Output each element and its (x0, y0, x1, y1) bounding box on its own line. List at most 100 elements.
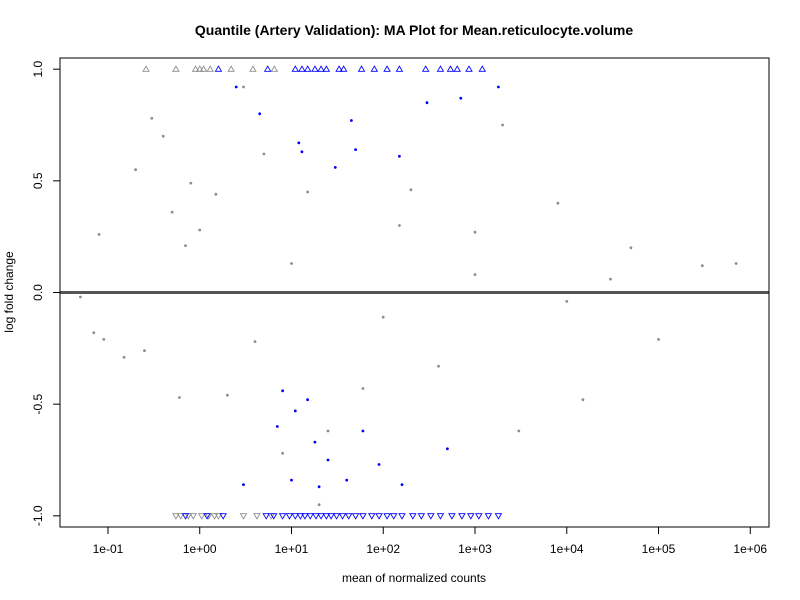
clipped-marker-triangle-up (436, 65, 445, 72)
y-tick-label: 1.0 (31, 61, 45, 78)
y-tick-label: -1.0 (31, 505, 45, 526)
data-point-significant (354, 148, 357, 152)
clipped-marker-triangle-down (312, 513, 320, 520)
clipped-marker-triangle-up (298, 65, 306, 72)
data-point-non-significant (361, 387, 365, 390)
x-tick-label: 1e+04 (550, 542, 584, 556)
clipped-marker-triangle-down (322, 513, 331, 520)
data-point-significant (459, 96, 463, 100)
data-point-significant (361, 429, 365, 433)
data-point-non-significant (170, 210, 174, 214)
data-point-non-significant (473, 230, 477, 234)
clipped-marker-triangle-up (263, 65, 272, 72)
x-tick-label: 1e-01 (93, 542, 124, 556)
data-point-significant (425, 101, 429, 105)
clipped-marker-triangle-up (270, 65, 279, 72)
clipped-marker-triangle-up (453, 65, 462, 72)
data-point-non-significant (253, 340, 257, 343)
data-point-non-significant (184, 244, 187, 248)
clipped-marker-triangle-up (291, 65, 300, 72)
clipped-marker-triangle-up (421, 65, 430, 72)
clipped-marker-triangle-down (458, 513, 466, 520)
data-point-non-significant (79, 295, 82, 299)
clipped-marker-triangle-down (367, 513, 376, 520)
clipped-marker-triangle-down (197, 513, 206, 520)
data-point-non-significant (92, 331, 96, 335)
clipped-marker-triangle-up (370, 65, 379, 72)
data-point-non-significant (198, 228, 202, 232)
clipped-marker-triangle-up (335, 65, 343, 72)
data-point-significant (275, 425, 279, 428)
y-tick-label: -0.5 (31, 394, 45, 415)
clipped-marker-triangle-down (375, 513, 383, 520)
data-point-significant (313, 440, 317, 444)
clipped-marker-triangle-down (338, 513, 347, 520)
clipped-marker-triangle-up (395, 65, 404, 72)
x-axis-label: mean of normalized counts (342, 571, 486, 585)
clipped-marker-triangle-down (409, 513, 417, 520)
clipped-marker-triangle-down (417, 513, 426, 520)
y-tick-label: 0.5 (31, 172, 45, 189)
data-point-non-significant (306, 190, 309, 194)
clipped-marker-triangle-down (172, 513, 180, 520)
data-point-significant (317, 485, 321, 489)
clipped-marker-triangle-up (339, 65, 348, 72)
clipped-marker-triangle-down (427, 513, 435, 520)
clipped-marker-triangle-up (191, 65, 200, 72)
data-point-non-significant (657, 338, 660, 341)
clipped-marker-triangle-up (311, 65, 319, 72)
clipped-markers (142, 65, 503, 520)
data-point-non-significant (317, 503, 321, 507)
data-point-non-significant (517, 429, 521, 433)
data-point-significant (446, 447, 449, 451)
clipped-marker-triangle-down (467, 513, 475, 520)
clipped-marker-triangle-down (301, 513, 309, 520)
clipped-marker-triangle-down (436, 513, 445, 520)
data-point-non-significant (143, 349, 146, 352)
clipped-marker-triangle-down (327, 513, 335, 520)
clipped-marker-triangle-down (383, 513, 391, 520)
clipped-marker-triangle-down (359, 513, 367, 520)
data-point-significant (400, 483, 404, 486)
clipped-marker-triangle-up (195, 65, 204, 72)
scatter-points (79, 85, 738, 507)
data-point-non-significant (609, 277, 612, 281)
x-axis: 1e-01 1e+00 1e+01 1e+02 1e+03 1e+04 1e+05 1e+06 (93, 527, 767, 556)
x-tick-label: 1e+00 (183, 542, 217, 556)
data-point-significant (258, 112, 262, 116)
clipped-marker-triangle-down (291, 513, 300, 520)
clipped-marker-triangle-down (306, 513, 315, 520)
data-point-significant (497, 85, 500, 89)
clipped-marker-triangle-up (142, 65, 150, 72)
data-point-non-significant (189, 181, 193, 185)
data-point-non-significant (281, 451, 284, 455)
data-point-significant (290, 478, 293, 482)
data-point-non-significant (134, 168, 138, 172)
clipped-marker-triangle-down (278, 513, 287, 520)
clipped-marker-triangle-down (214, 513, 223, 520)
data-point-non-significant (290, 262, 293, 265)
clipped-marker-triangle-up (227, 65, 235, 72)
x-tick-label: 1e+01 (275, 542, 309, 556)
data-point-non-significant (242, 85, 245, 89)
clipped-marker-triangle-down (269, 513, 278, 520)
data-point-non-significant (437, 364, 440, 368)
clipped-marker-triangle-up (172, 65, 180, 72)
clipped-marker-triangle-up (478, 65, 487, 72)
clipped-marker-triangle-down (475, 513, 483, 520)
clipped-marker-triangle-up (199, 65, 208, 72)
data-point-non-significant (581, 398, 585, 402)
data-point-significant (326, 458, 330, 462)
clipped-marker-triangle-down (239, 513, 248, 520)
data-point-significant (398, 154, 401, 158)
data-point-significant (306, 398, 309, 402)
data-point-non-significant (102, 338, 106, 341)
data-point-non-significant (326, 429, 330, 433)
chart-title: Quantile (Artery Validation): MA Plot fo… (195, 22, 633, 38)
data-point-non-significant (501, 123, 504, 127)
clipped-marker-triangle-down (262, 513, 270, 520)
data-point-non-significant (473, 273, 477, 276)
data-point-non-significant (178, 396, 181, 399)
